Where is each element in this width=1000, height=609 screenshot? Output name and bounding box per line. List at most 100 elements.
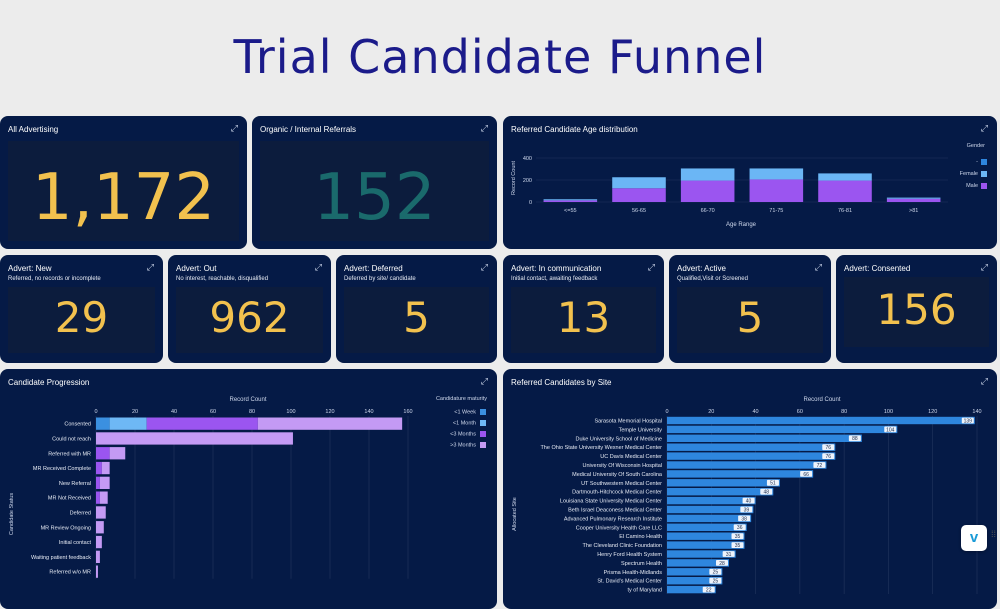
y-tick-label: Temple University (619, 427, 663, 433)
site-bar-17 (667, 568, 723, 576)
x-axis-label: Record Count (803, 397, 840, 403)
kpi-card-advert-in-communication: Advert: In communication Initial contact… (503, 255, 664, 363)
legend-title: Gender (967, 143, 986, 149)
bar-male-3 (749, 179, 804, 202)
expand-icon[interactable]: ⤢ (647, 262, 655, 272)
site-bar-12 (667, 523, 747, 531)
kpi-title: Advert: Consented (844, 264, 911, 273)
site-bar-9 (667, 496, 756, 505)
legend-swatch (981, 171, 987, 177)
x-tick-label: 100 (286, 409, 295, 415)
data-label: 76 (826, 454, 832, 460)
kpi-panel: 1,172 (8, 141, 239, 241)
data-label: 72 (817, 463, 823, 469)
data-label: 38 (741, 516, 747, 522)
data-label-box (822, 444, 835, 451)
legend-swatch (981, 183, 987, 189)
y-tick-label: Sarasota Memorial Hospital (594, 419, 662, 425)
y-tick-label: University Of Wisconsin Hospital (583, 463, 662, 469)
x-tick-label: 120 (325, 409, 334, 415)
expand-icon[interactable]: ⤢ (980, 262, 988, 272)
data-label-box (702, 586, 715, 593)
expand-icon[interactable]: ⤢ (230, 123, 238, 133)
y-tick-label: Beth Israel Deaconess Medical Center (568, 508, 662, 514)
data-label: 39 (744, 507, 750, 513)
bar-3 (101, 461, 110, 475)
bar-male-2 (680, 180, 735, 202)
kpi-card-organic-referrals: Organic / Internal Referrals ⤢ 152 (252, 116, 497, 249)
x-tick-label: 40 (171, 409, 177, 415)
kpi-value: 152 (313, 161, 436, 235)
site-bar-13 (667, 532, 745, 540)
x-tick-label: 80 (841, 409, 847, 415)
data-label-box (760, 488, 773, 495)
y-tick-label: Spectrum Health (621, 561, 662, 567)
expand-icon[interactable]: ⤢ (480, 123, 488, 133)
bar-1 (96, 432, 293, 445)
data-label: 40 (746, 499, 752, 505)
site-bar-0 (667, 416, 975, 425)
x-axis-label: Record Count (229, 397, 266, 403)
x-tick-label: 40 (753, 409, 759, 415)
chart-title: Referred Candidate Age distribution (511, 125, 638, 134)
data-label-box (884, 426, 897, 433)
vimeo-logo[interactable]: v (961, 525, 987, 551)
bar-female-5 (886, 197, 941, 199)
bar-7 (96, 521, 104, 534)
kpi-title: Advert: Out (176, 264, 217, 273)
candidates-by-site-card: Referred Candidates by Site ⤢ Record Cou… (503, 369, 997, 609)
kpi-subtitle: Initial contact, awaiting feedback (511, 276, 598, 282)
legend-label: <1 Week (454, 410, 476, 416)
kpi-value: 962 (209, 293, 290, 342)
data-label-box (738, 515, 751, 522)
bar-2 (109, 447, 126, 460)
data-label: 22 (706, 588, 712, 594)
site-bar-10 (667, 505, 754, 514)
site-bar-1 (667, 425, 898, 434)
y-tick-label: Dartmouth-Hitchcock Medical Center (572, 490, 662, 496)
age-distribution-card: Referred Candidate Age distribution ⤢ Re… (503, 116, 997, 249)
bar-5 (99, 491, 108, 504)
expand-icon[interactable]: ⤢ (814, 262, 822, 272)
y-tick-label: The Cleveland Clinic Foundation (583, 543, 663, 549)
site-bar-14 (667, 541, 745, 549)
kpi-panel: 5 (344, 287, 489, 353)
bar-3 (96, 461, 102, 475)
y-tick-label: UT Southwestern Medical Center (581, 481, 662, 487)
expand-icon[interactable]: ⤢ (980, 123, 988, 133)
data-label-box (813, 462, 826, 468)
bar-0 (96, 417, 110, 430)
y-tick-label: MR Review Ongoing (41, 525, 91, 531)
expand-icon[interactable]: ⤢ (314, 262, 322, 272)
expand-icon[interactable]: ⤢ (480, 376, 488, 386)
site-bar-11 (667, 514, 752, 523)
y-tick-label: Could not reach (52, 436, 91, 442)
y-tick-label: Deferred (70, 510, 91, 516)
x-tick-label: 56-65 (632, 208, 646, 214)
kpi-value: 29 (54, 293, 109, 342)
expand-icon[interactable]: ⤢ (980, 376, 988, 386)
legend-label: Male (966, 183, 978, 189)
legend-label: <3 Months (450, 432, 476, 438)
chart-title: Referred Candidates by Site (511, 378, 612, 387)
data-label-box (716, 560, 728, 566)
expand-icon[interactable]: ⤢ (146, 262, 154, 272)
x-tick-label: 140 (972, 409, 981, 415)
kpi-panel: 29 (8, 287, 155, 353)
site-bar-6 (667, 470, 814, 478)
data-label-box (740, 506, 753, 513)
kpi-title: Organic / Internal Referrals (260, 125, 357, 134)
expand-icon[interactable]: ⤢ (480, 262, 488, 272)
y-tick-label: St. David's Medical Center (597, 579, 662, 585)
x-tick-label: 140 (364, 409, 373, 415)
drag-handle-icon[interactable]: ⁞⁞ (991, 529, 997, 539)
legend-swatch (480, 420, 486, 426)
kpi-value: 5 (736, 293, 764, 342)
bar-female-4 (818, 173, 872, 181)
x-tick-label: 76-81 (838, 208, 852, 214)
kpi-subtitle: Deferred by site/ candidate (344, 276, 416, 282)
x-tick-label: <=55 (564, 208, 577, 214)
site-bar-8 (667, 488, 774, 496)
data-label: 66 (803, 472, 809, 478)
y-tick-label: Consented (64, 422, 91, 428)
